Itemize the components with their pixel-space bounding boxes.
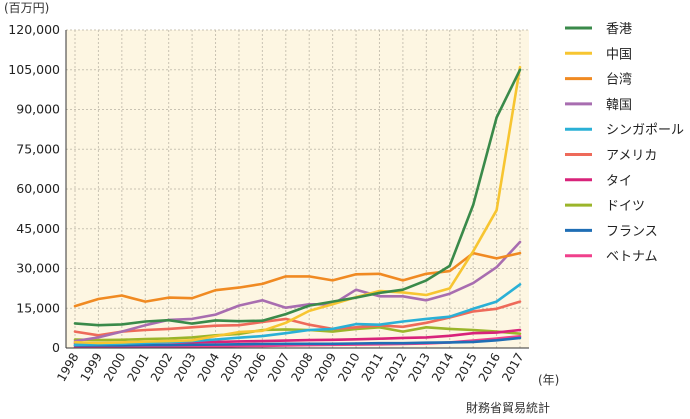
- legend-label: 韓国: [606, 98, 632, 113]
- x-tick-label: 2013: [406, 351, 433, 384]
- legend-label: ドイツ: [606, 199, 645, 214]
- x-tick-label: 1998: [54, 351, 81, 384]
- x-tick-label: 2010: [335, 351, 362, 384]
- x-axis-ticks: 1998199920002001200220032004200520062007…: [54, 351, 526, 384]
- legend-label: ベトナム: [606, 250, 658, 265]
- y-tick-label: 105,000: [8, 62, 60, 77]
- y-unit-label: (百万円): [4, 1, 49, 15]
- y-tick-label: 90,000: [16, 102, 60, 117]
- x-tick-label: 2006: [242, 351, 269, 384]
- series-line: [73, 283, 522, 347]
- x-tick-label: 2012: [382, 351, 409, 384]
- x-tick-label: 2001: [124, 351, 151, 384]
- series-line: [73, 336, 522, 347]
- x-tick-label: 2014: [429, 351, 456, 384]
- y-tick-label: 0: [52, 340, 60, 355]
- x-tick-label: 2000: [101, 351, 128, 384]
- series-line: [73, 68, 522, 327]
- x-tick-label: 2008: [288, 351, 315, 384]
- x-tick-label: 2005: [218, 351, 245, 384]
- x-tick-label: 2002: [148, 351, 175, 384]
- x-unit-label: (年): [538, 373, 559, 387]
- x-tick-label: 2007: [265, 351, 292, 384]
- x-tick-label: 2016: [476, 351, 503, 384]
- y-tick-label: 120,000: [8, 22, 60, 37]
- series-line: [73, 300, 522, 337]
- y-tick-label: 15,000: [16, 300, 60, 315]
- series-lines: [73, 65, 522, 349]
- x-tick-label: 2003: [171, 351, 198, 384]
- x-tick-label: 2009: [312, 351, 339, 384]
- y-tick-label: 45,000: [16, 221, 60, 236]
- series-line: [73, 251, 522, 308]
- source-note: 財務省貿易統計: [466, 400, 550, 415]
- x-tick-label: 2017: [499, 351, 526, 384]
- y-axis-ticks: 0 15,000 30,000 45,000 60,000 75,000 90,000 105…: [8, 22, 60, 355]
- legend-label: 台湾: [606, 72, 632, 88]
- legend-label: 中国: [606, 47, 632, 62]
- series-line: [73, 240, 522, 343]
- legend-label: 香港: [606, 22, 632, 37]
- legend-label: フランス: [606, 224, 658, 239]
- legend-label: アメリカ: [606, 149, 657, 164]
- series-line: [73, 325, 522, 342]
- y-tick-label: 75,000: [16, 141, 60, 156]
- legend-label: シンガポール: [606, 123, 684, 138]
- x-tick-label: 2011: [359, 351, 386, 384]
- legend-label: タイ: [606, 174, 632, 189]
- y-tick-label: 60,000: [16, 181, 60, 196]
- x-tick-label: 2004: [195, 351, 222, 384]
- series-line: [73, 65, 522, 345]
- x-tick-label: 1999: [78, 351, 105, 384]
- y-tick-label: 30,000: [16, 261, 60, 276]
- x-tick-label: 2015: [452, 351, 479, 384]
